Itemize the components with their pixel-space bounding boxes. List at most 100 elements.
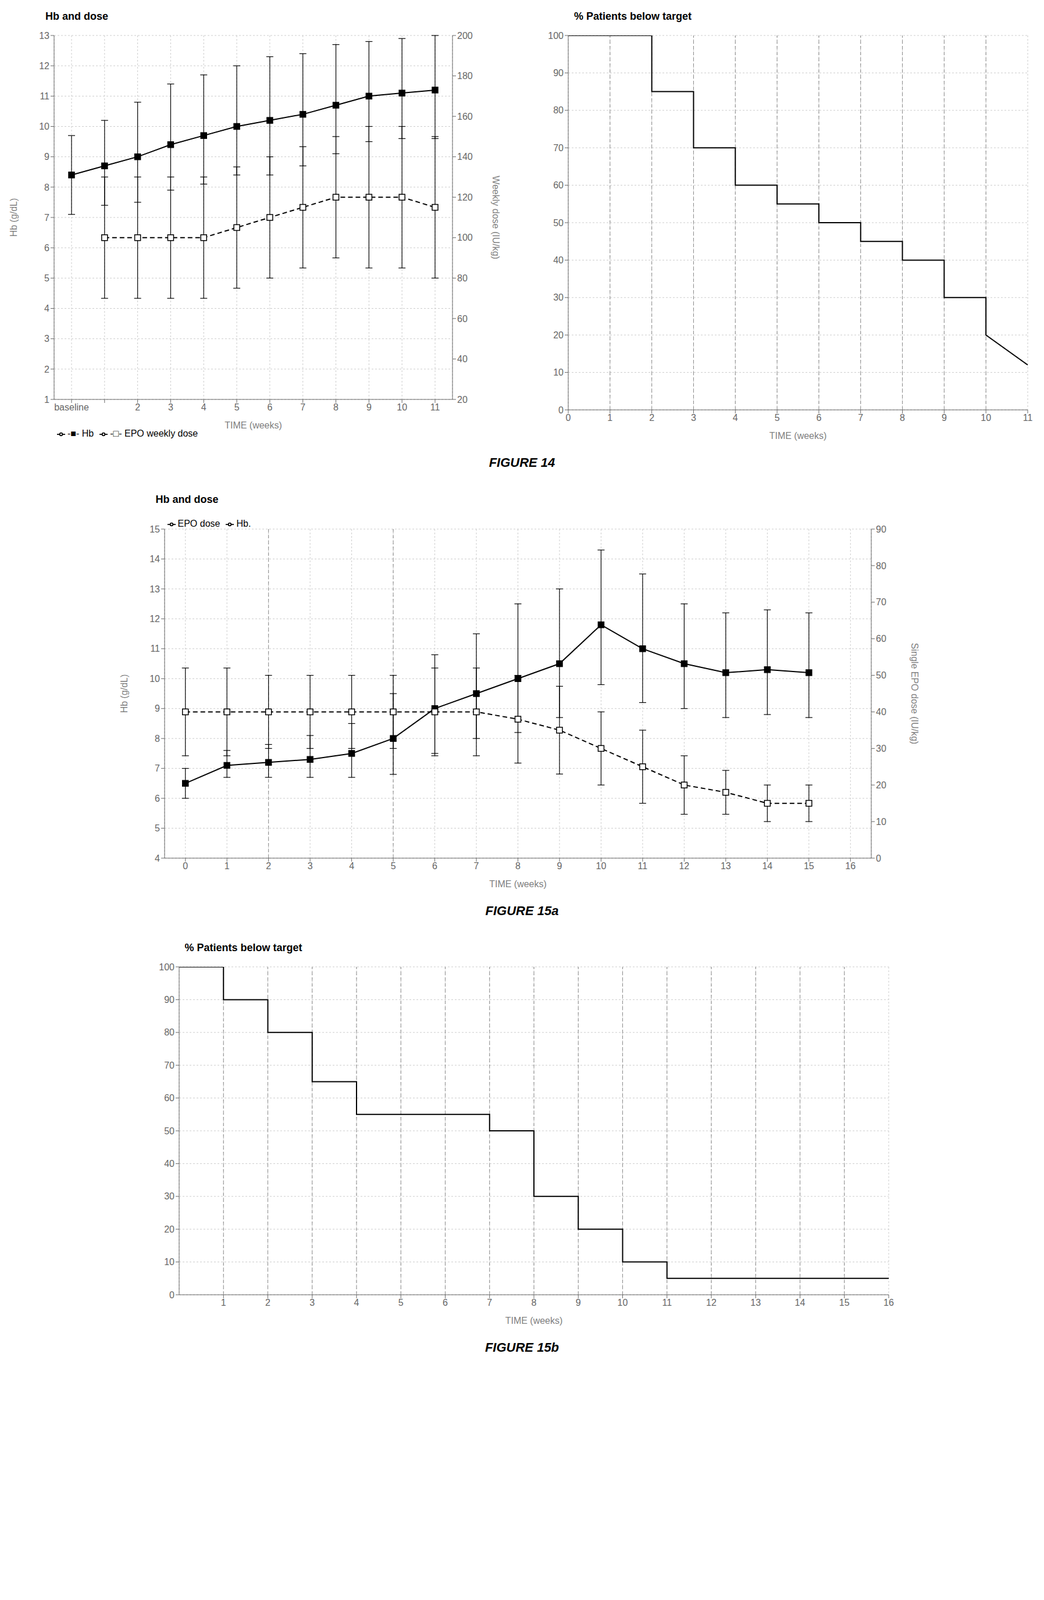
svg-text:baseline: baseline	[54, 402, 89, 413]
svg-text:11: 11	[661, 1298, 672, 1309]
svg-text:10: 10	[553, 367, 564, 378]
svg-text:14: 14	[761, 861, 773, 872]
svg-text:3: 3	[309, 1298, 315, 1309]
svg-text:12: 12	[149, 614, 160, 625]
svg-text:11: 11	[150, 643, 160, 654]
svg-text:9: 9	[941, 412, 947, 423]
svg-text:12: 12	[678, 861, 690, 872]
svg-text:12: 12	[706, 1298, 717, 1309]
svg-text:0: 0	[182, 861, 188, 872]
svg-text:90: 90	[553, 68, 564, 78]
svg-text:1: 1	[607, 412, 613, 423]
svg-text:8: 8	[515, 861, 521, 872]
svg-text:40: 40	[457, 354, 468, 365]
svg-text:TIME (weeks): TIME (weeks)	[504, 1316, 563, 1327]
svg-text:20: 20	[164, 1224, 175, 1235]
svg-text:20: 20	[553, 330, 564, 341]
svg-text:4: 4	[44, 303, 50, 314]
svg-text:8: 8	[899, 412, 905, 423]
svg-text:100: 100	[158, 962, 175, 973]
svg-text:13: 13	[720, 861, 731, 872]
svg-text:2: 2	[44, 364, 50, 375]
svg-text:50: 50	[875, 670, 887, 681]
svg-text:6: 6	[44, 243, 50, 254]
svg-text:7: 7	[154, 763, 160, 774]
svg-text:100: 100	[547, 30, 564, 41]
svg-text:7: 7	[300, 402, 306, 413]
svg-text:15: 15	[838, 1298, 850, 1309]
svg-text:4: 4	[201, 402, 207, 413]
svg-text:5: 5	[397, 1298, 404, 1309]
svg-text:100: 100	[457, 232, 473, 243]
svg-text:3: 3	[44, 333, 50, 344]
svg-text:8: 8	[154, 733, 160, 744]
svg-text:15: 15	[149, 524, 160, 535]
svg-text:13: 13	[750, 1298, 761, 1309]
svg-text:14: 14	[794, 1298, 805, 1309]
svg-text:40: 40	[164, 1159, 175, 1170]
svg-text:3: 3	[168, 402, 174, 413]
svg-text:7: 7	[44, 212, 50, 223]
svg-text:1: 1	[223, 861, 230, 872]
svg-text:0: 0	[565, 412, 572, 423]
svg-text:70: 70	[553, 143, 564, 153]
svg-text:7: 7	[473, 861, 479, 872]
svg-text:10: 10	[617, 1298, 628, 1309]
svg-text:30: 30	[875, 743, 887, 754]
svg-text:5: 5	[390, 861, 396, 872]
svg-text:5: 5	[44, 273, 50, 284]
svg-text:60: 60	[457, 314, 468, 324]
svg-text:80: 80	[553, 105, 564, 116]
svg-text:11: 11	[430, 402, 441, 413]
svg-text:11: 11	[637, 861, 648, 872]
svg-text:6: 6	[816, 412, 822, 423]
svg-text:0: 0	[558, 405, 564, 416]
svg-text:4: 4	[348, 861, 355, 872]
svg-text:2: 2	[265, 861, 272, 872]
svg-text:TIME (weeks): TIME (weeks)	[769, 430, 828, 441]
svg-text:40: 40	[875, 707, 887, 718]
svg-text:Hb (g/dL): Hb (g/dL)	[118, 674, 129, 714]
svg-text:7: 7	[857, 412, 864, 423]
svg-text:10: 10	[875, 817, 887, 828]
svg-text:Single EPO dose (IU/kg): Single EPO dose (IU/kg)	[909, 643, 920, 745]
svg-text:40: 40	[553, 255, 564, 266]
svg-text:70: 70	[875, 597, 887, 608]
svg-text:4: 4	[353, 1298, 359, 1309]
svg-text:30: 30	[164, 1191, 175, 1202]
svg-text:0: 0	[169, 1290, 175, 1301]
svg-text:0: 0	[875, 853, 882, 864]
svg-text:13: 13	[38, 30, 50, 41]
svg-text:11: 11	[1023, 412, 1033, 423]
svg-text:9: 9	[44, 151, 50, 162]
svg-text:2: 2	[265, 1298, 271, 1309]
svg-text:9: 9	[556, 861, 562, 872]
svg-text:9: 9	[154, 703, 160, 714]
svg-text:3: 3	[307, 861, 313, 872]
svg-text:2: 2	[649, 412, 655, 423]
svg-text:80: 80	[164, 1027, 175, 1038]
svg-text:60: 60	[553, 180, 564, 191]
svg-text:50: 50	[553, 218, 564, 228]
svg-text:60: 60	[164, 1093, 175, 1104]
svg-text:5: 5	[154, 823, 160, 834]
svg-text:60: 60	[875, 633, 887, 644]
svg-text:14: 14	[149, 554, 160, 565]
svg-text:13: 13	[149, 584, 160, 595]
svg-text:1: 1	[220, 1298, 226, 1309]
svg-text:9: 9	[366, 402, 372, 413]
svg-text:9: 9	[575, 1298, 581, 1309]
svg-text:15: 15	[803, 861, 814, 872]
svg-text:11: 11	[39, 91, 50, 102]
svg-text:10: 10	[595, 861, 607, 872]
svg-text:70: 70	[164, 1060, 175, 1071]
svg-text:Hb (g/dL): Hb (g/dL)	[8, 198, 19, 238]
svg-text:6: 6	[154, 793, 160, 804]
svg-text:80: 80	[457, 273, 468, 284]
svg-text:20: 20	[457, 394, 468, 405]
svg-text:90: 90	[164, 995, 175, 1006]
svg-text:2: 2	[134, 402, 141, 413]
svg-text:20: 20	[875, 780, 887, 791]
svg-text:6: 6	[432, 861, 438, 872]
svg-text:8: 8	[44, 182, 50, 193]
